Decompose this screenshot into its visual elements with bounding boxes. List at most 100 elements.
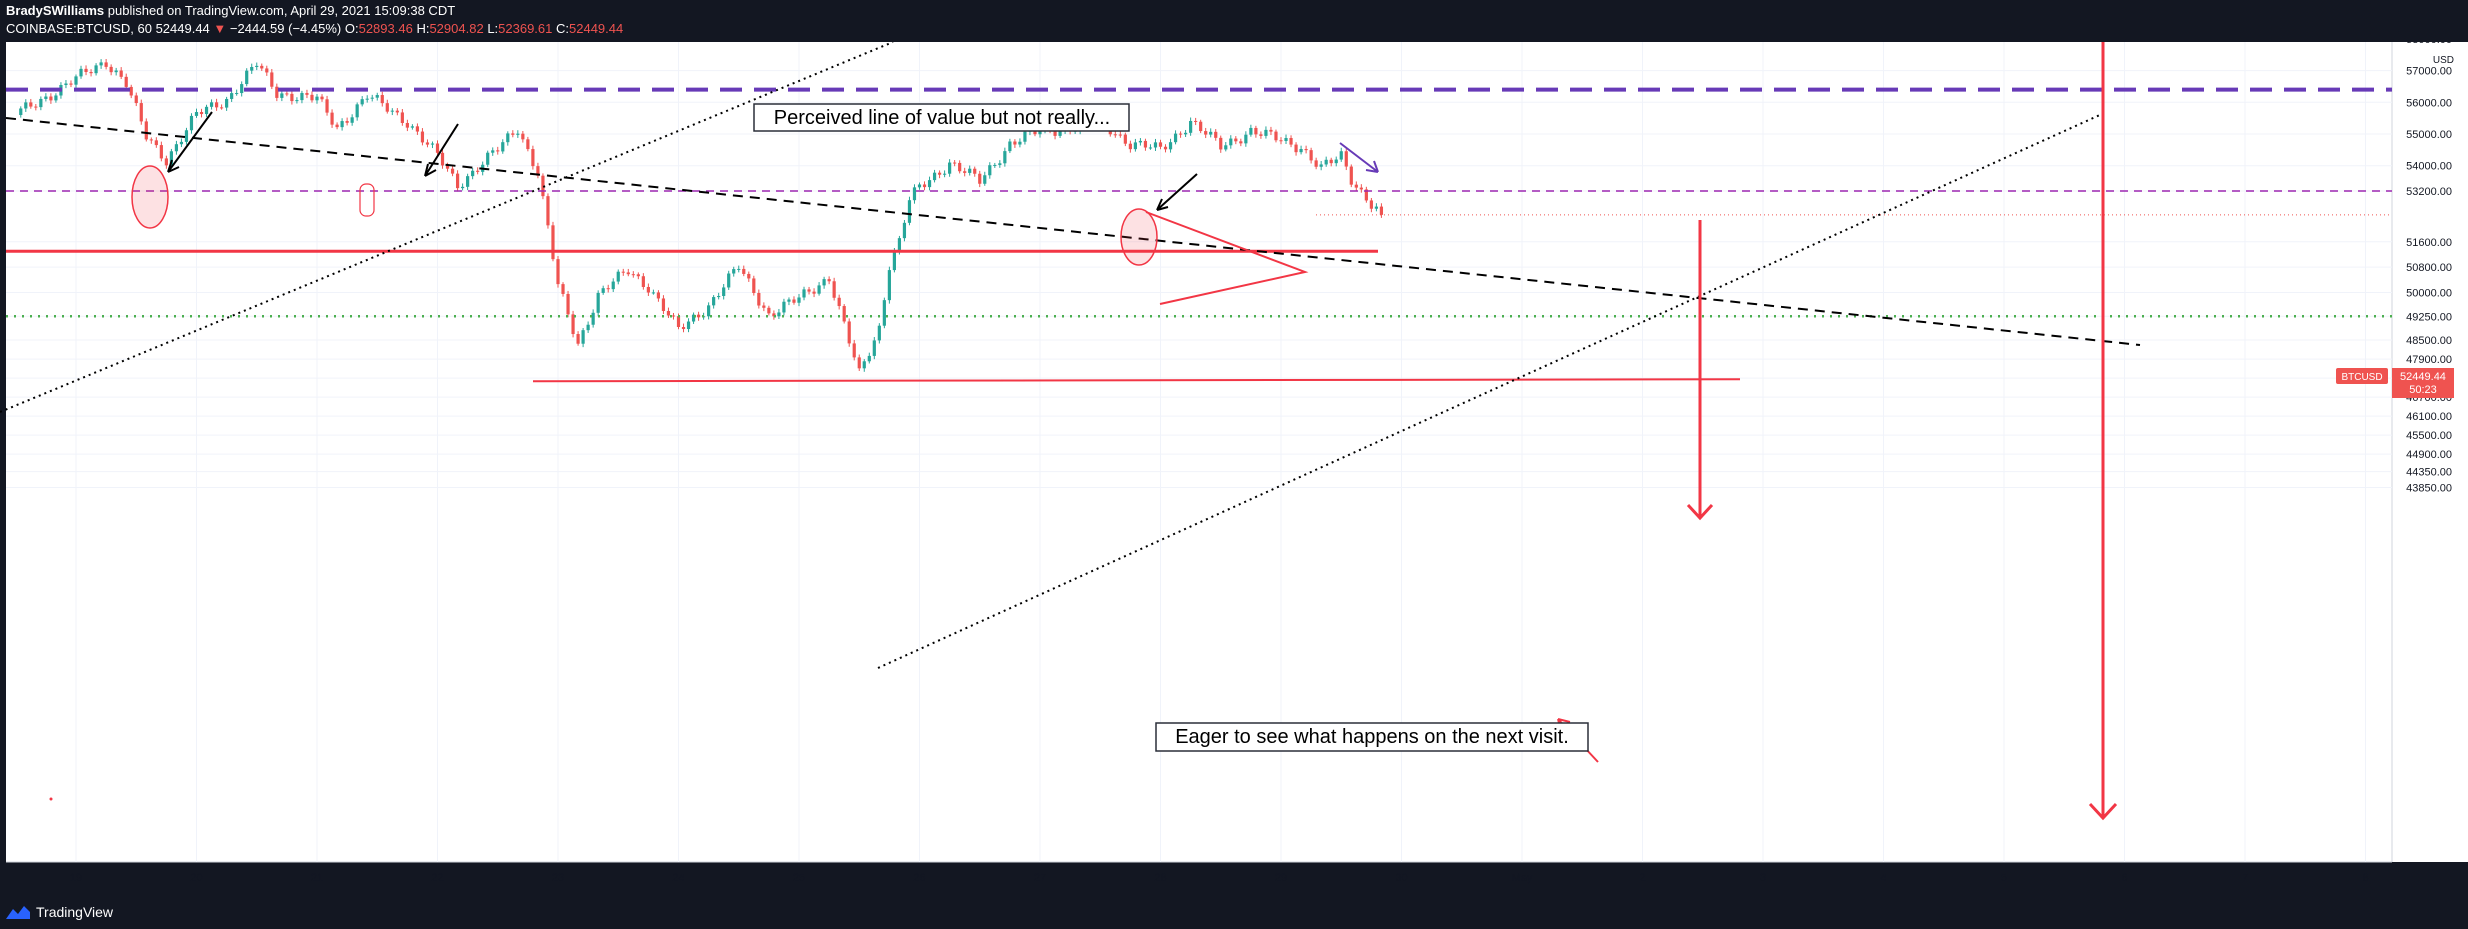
candle-body	[922, 184, 927, 188]
candle-body	[591, 312, 595, 325]
candle-body	[69, 83, 73, 85]
candle-group	[19, 58, 1384, 372]
candle-body	[822, 279, 826, 286]
chart-area[interactable]: 58000.00 57000.00 56000.00 55000.00 54000.00…	[0, 42, 2468, 895]
author-name[interactable]: BradySWilliams	[6, 3, 105, 18]
tradingview-logo[interactable]: TradingView	[6, 903, 113, 921]
highlight-ellipse-2[interactable]	[1120, 208, 1158, 266]
candle-body	[973, 168, 977, 174]
pointer-arrow-2[interactable]	[424, 123, 459, 177]
candle-body	[953, 162, 957, 164]
candle-body	[189, 115, 194, 131]
candle-body	[235, 93, 239, 95]
upper-trend-dotted-line[interactable]	[0, 42, 894, 413]
candle-body	[782, 301, 786, 313]
candle-body	[270, 72, 274, 87]
candle-body	[1173, 133, 1178, 143]
pointer-arrow-1[interactable]	[167, 111, 213, 173]
x-tick-label: 30	[1395, 872, 1407, 884]
candle-body	[882, 300, 886, 326]
candle-body	[676, 316, 681, 328]
down-arrow-long[interactable]	[2088, 42, 2118, 821]
candle-body	[174, 144, 179, 152]
candle-body	[1008, 141, 1012, 152]
low-label: L:	[487, 21, 499, 36]
candle-body	[581, 330, 585, 344]
x-tick-label: 29	[1275, 872, 1287, 884]
change-down-icon: ▼	[213, 21, 227, 36]
downtrend-dashed-line[interactable]	[5, 117, 2141, 346]
candle-body	[626, 272, 630, 275]
candle-body	[129, 86, 133, 96]
candle-body	[455, 173, 460, 189]
candle-body	[209, 102, 214, 107]
candle-body	[752, 278, 756, 293]
x-tick-label: 23	[552, 872, 564, 884]
candle-body	[1013, 141, 1017, 145]
candle-body	[199, 112, 204, 115]
level-line-4[interactable]	[532, 378, 1741, 383]
candle-body	[646, 286, 650, 293]
triangle-pattern-lines[interactable]	[1145, 211, 1309, 305]
candle-body	[1148, 147, 1153, 149]
candle-body	[1194, 120, 1198, 122]
candle-body	[1158, 142, 1163, 147]
symbol-label[interactable]: COINBASE:BTCUSD, 60	[6, 21, 152, 36]
highlight-ellipse-1[interactable]	[131, 165, 169, 229]
candle-body	[144, 121, 148, 140]
lower-trend-dotted-line[interactable]	[877, 113, 2103, 669]
candle-body	[1003, 151, 1007, 164]
candle-body	[536, 166, 540, 176]
candle-body	[1264, 129, 1268, 136]
candle-body	[1319, 164, 1323, 167]
candle-body	[842, 306, 846, 322]
eager-note-box[interactable]	[1155, 722, 1589, 752]
candle-body	[817, 285, 821, 294]
candle-body	[571, 314, 575, 335]
candle-body	[1038, 130, 1042, 135]
candle-body	[983, 175, 987, 184]
candle-body	[1259, 134, 1263, 136]
symbol-tag	[2336, 368, 2388, 384]
y-tick-label: 51600.00	[2406, 237, 2452, 249]
perceived-note-box[interactable]	[753, 103, 1130, 132]
candle-body	[862, 361, 866, 369]
y-tick-label: 56000.00	[2406, 97, 2452, 109]
candle-body	[49, 96, 53, 101]
candle-body	[109, 66, 113, 73]
candle-body	[1239, 141, 1243, 144]
candle-body	[852, 343, 856, 358]
candle-body	[631, 274, 635, 276]
price-axis-background[interactable]	[2392, 42, 2468, 862]
candle-body	[345, 121, 349, 123]
x-tick-label: 28	[1154, 872, 1166, 884]
countdown-value: 50:23	[2409, 384, 2437, 396]
candle-body	[636, 274, 640, 277]
highlight-ellipse-3[interactable]	[359, 183, 375, 217]
candle-body	[486, 152, 490, 165]
candle-body	[1369, 200, 1373, 209]
candle-body	[601, 288, 605, 293]
candle-body	[220, 107, 224, 109]
candle-body	[837, 297, 841, 307]
candle-body	[907, 200, 912, 223]
candle-body	[114, 70, 118, 73]
candle-body	[310, 94, 314, 101]
candle-body	[737, 268, 741, 270]
candle-body	[912, 187, 917, 201]
candle-body	[149, 139, 153, 141]
candle-body	[74, 76, 78, 85]
candle-body	[968, 168, 972, 173]
candle-body	[355, 104, 359, 118]
candle-body	[621, 271, 625, 273]
pointer-arrow-3[interactable]	[1156, 173, 1198, 211]
down-arrow-short[interactable]	[1686, 220, 1714, 521]
candle-body	[305, 93, 309, 95]
candle-body	[405, 122, 409, 128]
pointer-arrow-purple[interactable]	[1339, 142, 1379, 173]
candle-body	[937, 172, 942, 175]
candle-body	[993, 164, 997, 166]
candle-body	[390, 110, 394, 112]
candle-body	[561, 284, 565, 294]
last-price: 52449.44	[155, 21, 210, 36]
